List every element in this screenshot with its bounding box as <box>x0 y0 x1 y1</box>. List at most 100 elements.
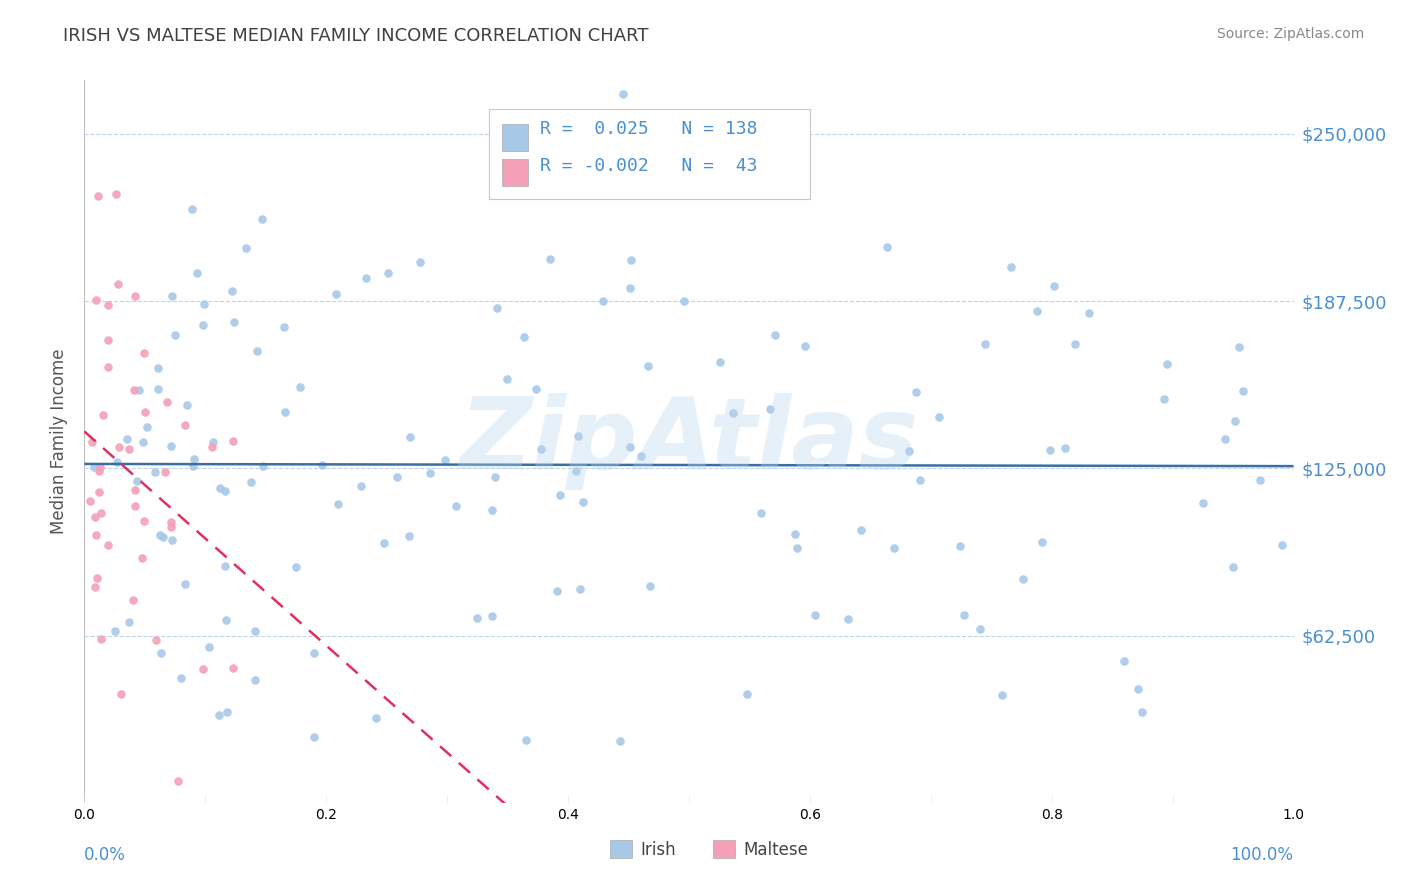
Point <box>530 442 553 457</box>
Point <box>569 582 592 596</box>
Bar <box>713 840 735 858</box>
Point <box>156 395 179 409</box>
Point <box>186 266 208 280</box>
Point <box>239 475 262 489</box>
Point <box>215 705 238 719</box>
Point <box>84 293 107 308</box>
Point <box>173 577 195 591</box>
Point <box>131 550 153 565</box>
Point <box>191 662 214 676</box>
Point <box>193 318 215 333</box>
Point <box>1063 337 1085 351</box>
Text: R = -0.002   N =  43: R = -0.002 N = 43 <box>540 157 758 175</box>
Point <box>183 452 205 467</box>
Point <box>793 339 815 353</box>
Point <box>496 372 519 386</box>
Point <box>124 289 146 303</box>
Point <box>165 327 187 342</box>
Point <box>377 266 399 280</box>
Point <box>1130 706 1153 720</box>
Point <box>484 470 506 484</box>
Point <box>905 384 928 399</box>
Point <box>274 405 297 419</box>
Point <box>110 687 132 701</box>
Point <box>1229 340 1251 354</box>
Point <box>572 495 595 509</box>
Point <box>638 579 661 593</box>
Point <box>1000 260 1022 275</box>
Point <box>235 241 257 255</box>
Point <box>398 430 420 444</box>
Bar <box>502 124 529 151</box>
Point <box>193 297 215 311</box>
Point <box>803 608 825 623</box>
Point <box>284 560 307 574</box>
Point <box>83 460 105 475</box>
Point <box>153 465 176 479</box>
Point <box>122 383 145 397</box>
Point <box>82 434 104 449</box>
Point <box>107 277 129 292</box>
Point <box>481 608 503 623</box>
Point <box>115 432 138 446</box>
Text: Source: ZipAtlas.com: Source: ZipAtlas.com <box>1216 27 1364 41</box>
Point <box>93 408 115 422</box>
Point <box>208 707 231 722</box>
Point <box>385 470 408 484</box>
Point <box>87 189 110 203</box>
Point <box>198 640 221 655</box>
Point <box>209 481 232 495</box>
Point <box>759 401 782 416</box>
Point <box>1223 415 1246 429</box>
Point <box>1126 681 1149 696</box>
Point <box>97 360 120 375</box>
Point <box>735 687 758 701</box>
Point <box>1271 538 1294 552</box>
Point <box>1232 384 1254 399</box>
Point <box>419 466 441 480</box>
Point <box>252 458 274 473</box>
Point <box>214 484 236 499</box>
Point <box>619 281 641 295</box>
Point <box>173 418 195 433</box>
Bar <box>610 840 633 858</box>
Point <box>105 186 128 201</box>
Point <box>991 688 1014 702</box>
Point <box>214 558 236 573</box>
Point <box>1156 357 1178 371</box>
Point <box>124 500 146 514</box>
Point <box>908 474 931 488</box>
Point <box>132 346 155 360</box>
Text: R =  0.025   N = 138: R = 0.025 N = 138 <box>540 120 758 137</box>
Point <box>783 526 806 541</box>
Point <box>786 541 808 556</box>
Point <box>304 730 326 744</box>
Text: Maltese: Maltese <box>744 841 808 859</box>
Point <box>837 612 859 626</box>
Point <box>127 474 149 488</box>
Point <box>485 301 508 315</box>
Point <box>524 382 547 396</box>
Point <box>444 500 467 514</box>
FancyBboxPatch shape <box>489 109 810 200</box>
Point <box>672 293 695 308</box>
Point <box>181 202 204 217</box>
Point <box>181 459 204 474</box>
Point <box>1077 305 1099 319</box>
Point <box>87 465 110 479</box>
Point <box>122 593 145 607</box>
Point <box>949 539 972 553</box>
Point <box>176 398 198 412</box>
Point <box>1031 535 1053 549</box>
Point <box>160 289 183 303</box>
Point <box>149 527 172 541</box>
Point <box>619 440 641 454</box>
Point <box>515 733 537 747</box>
Point <box>364 711 387 725</box>
Text: Irish: Irish <box>641 841 676 859</box>
Point <box>200 441 222 455</box>
Point <box>90 632 112 647</box>
Point <box>592 293 614 308</box>
Point <box>246 343 269 358</box>
Point <box>152 530 174 544</box>
